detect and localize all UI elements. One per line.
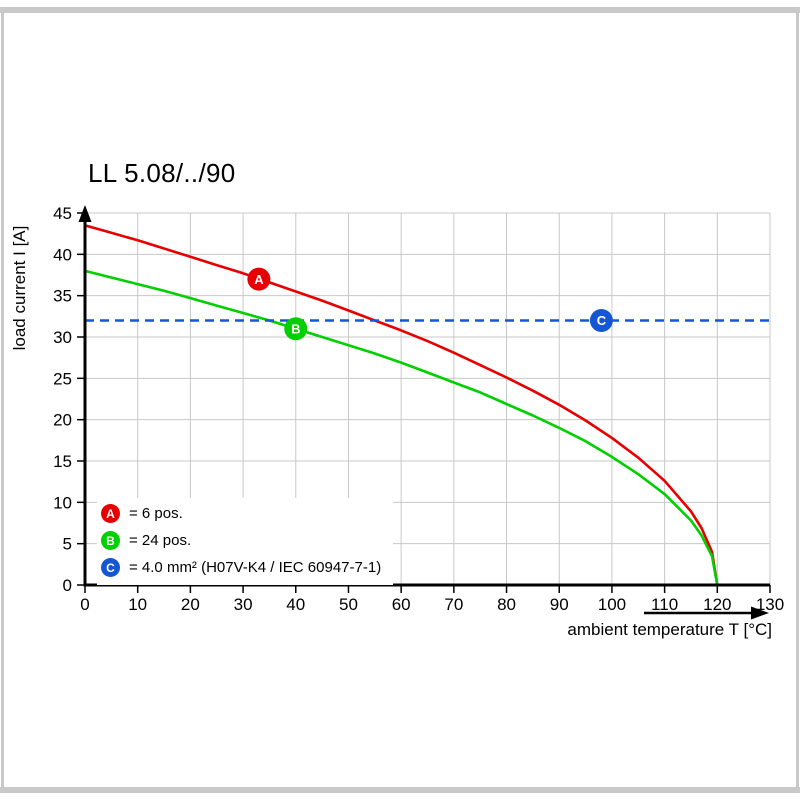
legend-item-b: B = 24 pos. (101, 527, 381, 554)
y-tick-label: 10 (53, 493, 72, 512)
chart-title: LL 5.08/../90 (88, 158, 236, 188)
y-tick-label: 25 (53, 369, 72, 388)
x-tick-label: 50 (339, 595, 358, 614)
y-tick-label: 20 (53, 411, 72, 430)
x-tick-label: 130 (756, 595, 784, 614)
x-tick-label: 0 (80, 595, 89, 614)
y-tick-label: 45 (53, 204, 72, 223)
y-axis-arrow-icon (78, 205, 92, 222)
marker-a (247, 267, 271, 291)
legend-label-b: = 24 pos. (129, 532, 192, 549)
x-tick-label: 100 (598, 595, 626, 614)
y-tick-label: 40 (53, 245, 72, 264)
x-tick-label: 20 (181, 595, 200, 614)
x-tick-label: 60 (392, 595, 411, 614)
marker-c (589, 308, 613, 332)
series-a-curve (84, 224, 719, 586)
x-tick-label: 90 (550, 595, 569, 614)
x-tick-label: 80 (497, 595, 516, 614)
page-frame-bottom (0, 787, 800, 793)
legend-marker-b-icon: B (101, 531, 120, 550)
y-tick-label: 30 (53, 328, 72, 347)
y-tick-label: 0 (63, 576, 72, 595)
y-axis-label: load current I [A] (10, 225, 29, 351)
marker-a-label: A (254, 272, 264, 287)
marker-b (284, 317, 308, 341)
marker-b-label: B (291, 321, 300, 336)
page-frame-right (796, 7, 799, 793)
legend-item-a: A = 6 pos. (101, 500, 381, 527)
legend-label-c: = 4.0 mm² (H07V-K4 / IEC 60947-7-1) (129, 559, 382, 576)
x-direction-arrow-icon (751, 606, 769, 620)
x-tick-label: 10 (128, 595, 147, 614)
legend-marker-a-icon: A (101, 504, 120, 523)
x-tick-label: 40 (286, 595, 305, 614)
x-tick-label: 110 (651, 595, 678, 614)
legend-label-a: = 6 pos. (129, 505, 183, 522)
legend-marker-c-icon: C (101, 558, 120, 577)
marker-c-label: C (597, 313, 607, 328)
x-axis-label: ambient temperature T [°C] (567, 620, 772, 639)
page-frame-top (0, 7, 800, 13)
chart-legend: A = 6 pos. B = 24 pos. C = 4.0 mm² (H07V… (97, 498, 394, 585)
page-frame-left (1, 7, 4, 793)
y-tick-label: 5 (63, 535, 72, 554)
y-tick-label: 15 (53, 452, 72, 471)
x-tick-label: 70 (444, 595, 463, 614)
series-b-curve (84, 269, 719, 586)
legend-item-c: C = 4.0 mm² (H07V-K4 / IEC 60947-7-1) (101, 554, 381, 581)
x-tick-label: 120 (703, 595, 731, 614)
x-tick-label: 30 (234, 595, 253, 614)
y-tick-label: 35 (53, 287, 72, 306)
